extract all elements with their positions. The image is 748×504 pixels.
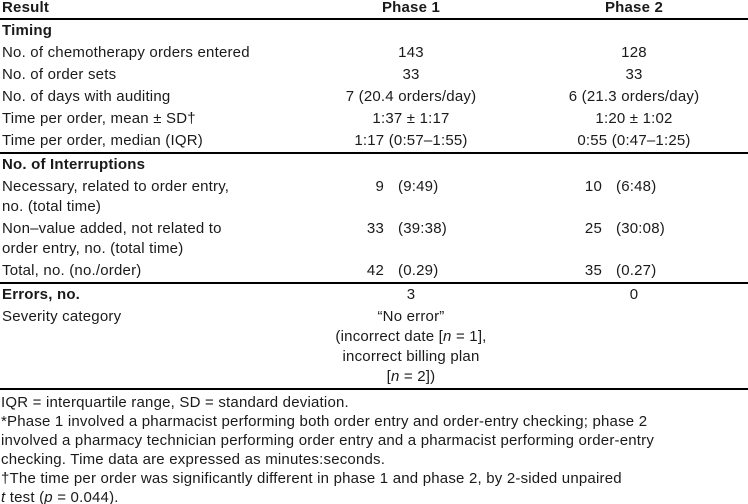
phase2-value: 6 (21.3 orders/day) xyxy=(568,88,700,105)
phase2-value: 25 (30:08) xyxy=(584,220,665,237)
phase2-value: 0 xyxy=(520,282,748,306)
table-row: No. of order sets 33 33 xyxy=(0,64,748,86)
table-row: Total, no. (no./order) 42 (0.29) 35 (0.27) xyxy=(0,260,748,283)
table-row: Timing xyxy=(0,19,748,42)
phase2-value: 1:20 ± 1:02 xyxy=(595,110,673,127)
phase2-value: 35 (0.27) xyxy=(584,262,657,279)
table-row: No. of days with auditing 7 (20.4 orders/… xyxy=(0,86,748,108)
table-row: Time per order, mean ± SD† 1:37 ± 1:17 1:2… xyxy=(0,108,748,130)
phase1-value: 1:17 (0:57–1:55) xyxy=(354,132,468,149)
phase1-value: 1:37 ± 1:17 xyxy=(372,110,450,127)
table-row: Severity category “No error” (incorrect d… xyxy=(0,306,748,389)
phase1-value: 42 (0.29) xyxy=(366,262,439,279)
phase1-value: “No error” (incorrect date [n = 1], inco… xyxy=(335,308,487,385)
phase1-value: 3 xyxy=(302,282,520,306)
row-label: Severity category xyxy=(2,308,122,325)
column-header-phase2: Phase 2 xyxy=(520,0,748,20)
table-row: Non–value added, not related to order en… xyxy=(0,218,748,260)
row-label: No. of days with auditing xyxy=(2,88,171,105)
footnotes: IQR = interquartile range, SD = standard… xyxy=(0,393,748,504)
column-header-result: Result xyxy=(0,0,302,20)
table-row: No. of chemotherapy orders entered 143 128 xyxy=(0,42,748,64)
phase1-value: 7 (20.4 orders/day) xyxy=(345,88,477,105)
table-row: Time per order, median (IQR) 1:17 (0:57–1… xyxy=(0,130,748,153)
phase1-value: 143 xyxy=(398,44,424,61)
phase2-value xyxy=(520,306,748,389)
row-label: Total, no. (no./order) xyxy=(2,262,142,279)
table-row: Errors, no. 3 0 xyxy=(0,282,748,306)
phase2-value: 33 xyxy=(625,66,643,83)
table-body: Timing No. of chemotherapy orders entered… xyxy=(0,19,748,389)
phase2-value: 10 (6:48) xyxy=(584,178,657,195)
phase1-value xyxy=(302,19,520,42)
row-label: Non–value added, not related to order en… xyxy=(2,220,222,257)
row-label: Necessary, related to order entry, no. (… xyxy=(2,178,230,215)
row-label: Errors, no. xyxy=(0,282,302,306)
phase1-value: 33 (39:38) xyxy=(366,220,447,237)
phase2-value xyxy=(520,152,748,176)
row-label: Time per order, median (IQR) xyxy=(2,132,203,149)
phase1-value: 9 (9:49) xyxy=(375,178,439,195)
phase2-value: 128 xyxy=(621,44,647,61)
table-row: Necessary, related to order entry, no. (… xyxy=(0,176,748,218)
row-label: Time per order, mean ± SD† xyxy=(2,110,196,127)
phase1-value xyxy=(302,152,520,176)
column-header-phase1: Phase 1 xyxy=(302,0,520,20)
row-label: No. of chemotherapy orders entered xyxy=(2,44,250,61)
footnote: *Phase 1 involved a pharmacist performin… xyxy=(1,413,655,468)
phase1-value: 33 xyxy=(402,66,420,83)
results-table: Result Phase 1 Phase 2 Timing No. of chem… xyxy=(0,0,748,390)
table-row: No. of Interruptions xyxy=(0,152,748,176)
row-label: No. of order sets xyxy=(2,66,117,83)
phase2-value xyxy=(520,19,748,42)
footnote: †The time per order was significantly di… xyxy=(1,470,622,504)
row-label: No. of Interruptions xyxy=(0,152,302,176)
row-label: Timing xyxy=(2,22,53,39)
header-row: Result Phase 1 Phase 2 xyxy=(0,0,748,20)
footnote: IQR = interquartile range, SD = standard… xyxy=(1,394,349,411)
phase2-value: 0:55 (0:47–1:25) xyxy=(577,132,691,149)
